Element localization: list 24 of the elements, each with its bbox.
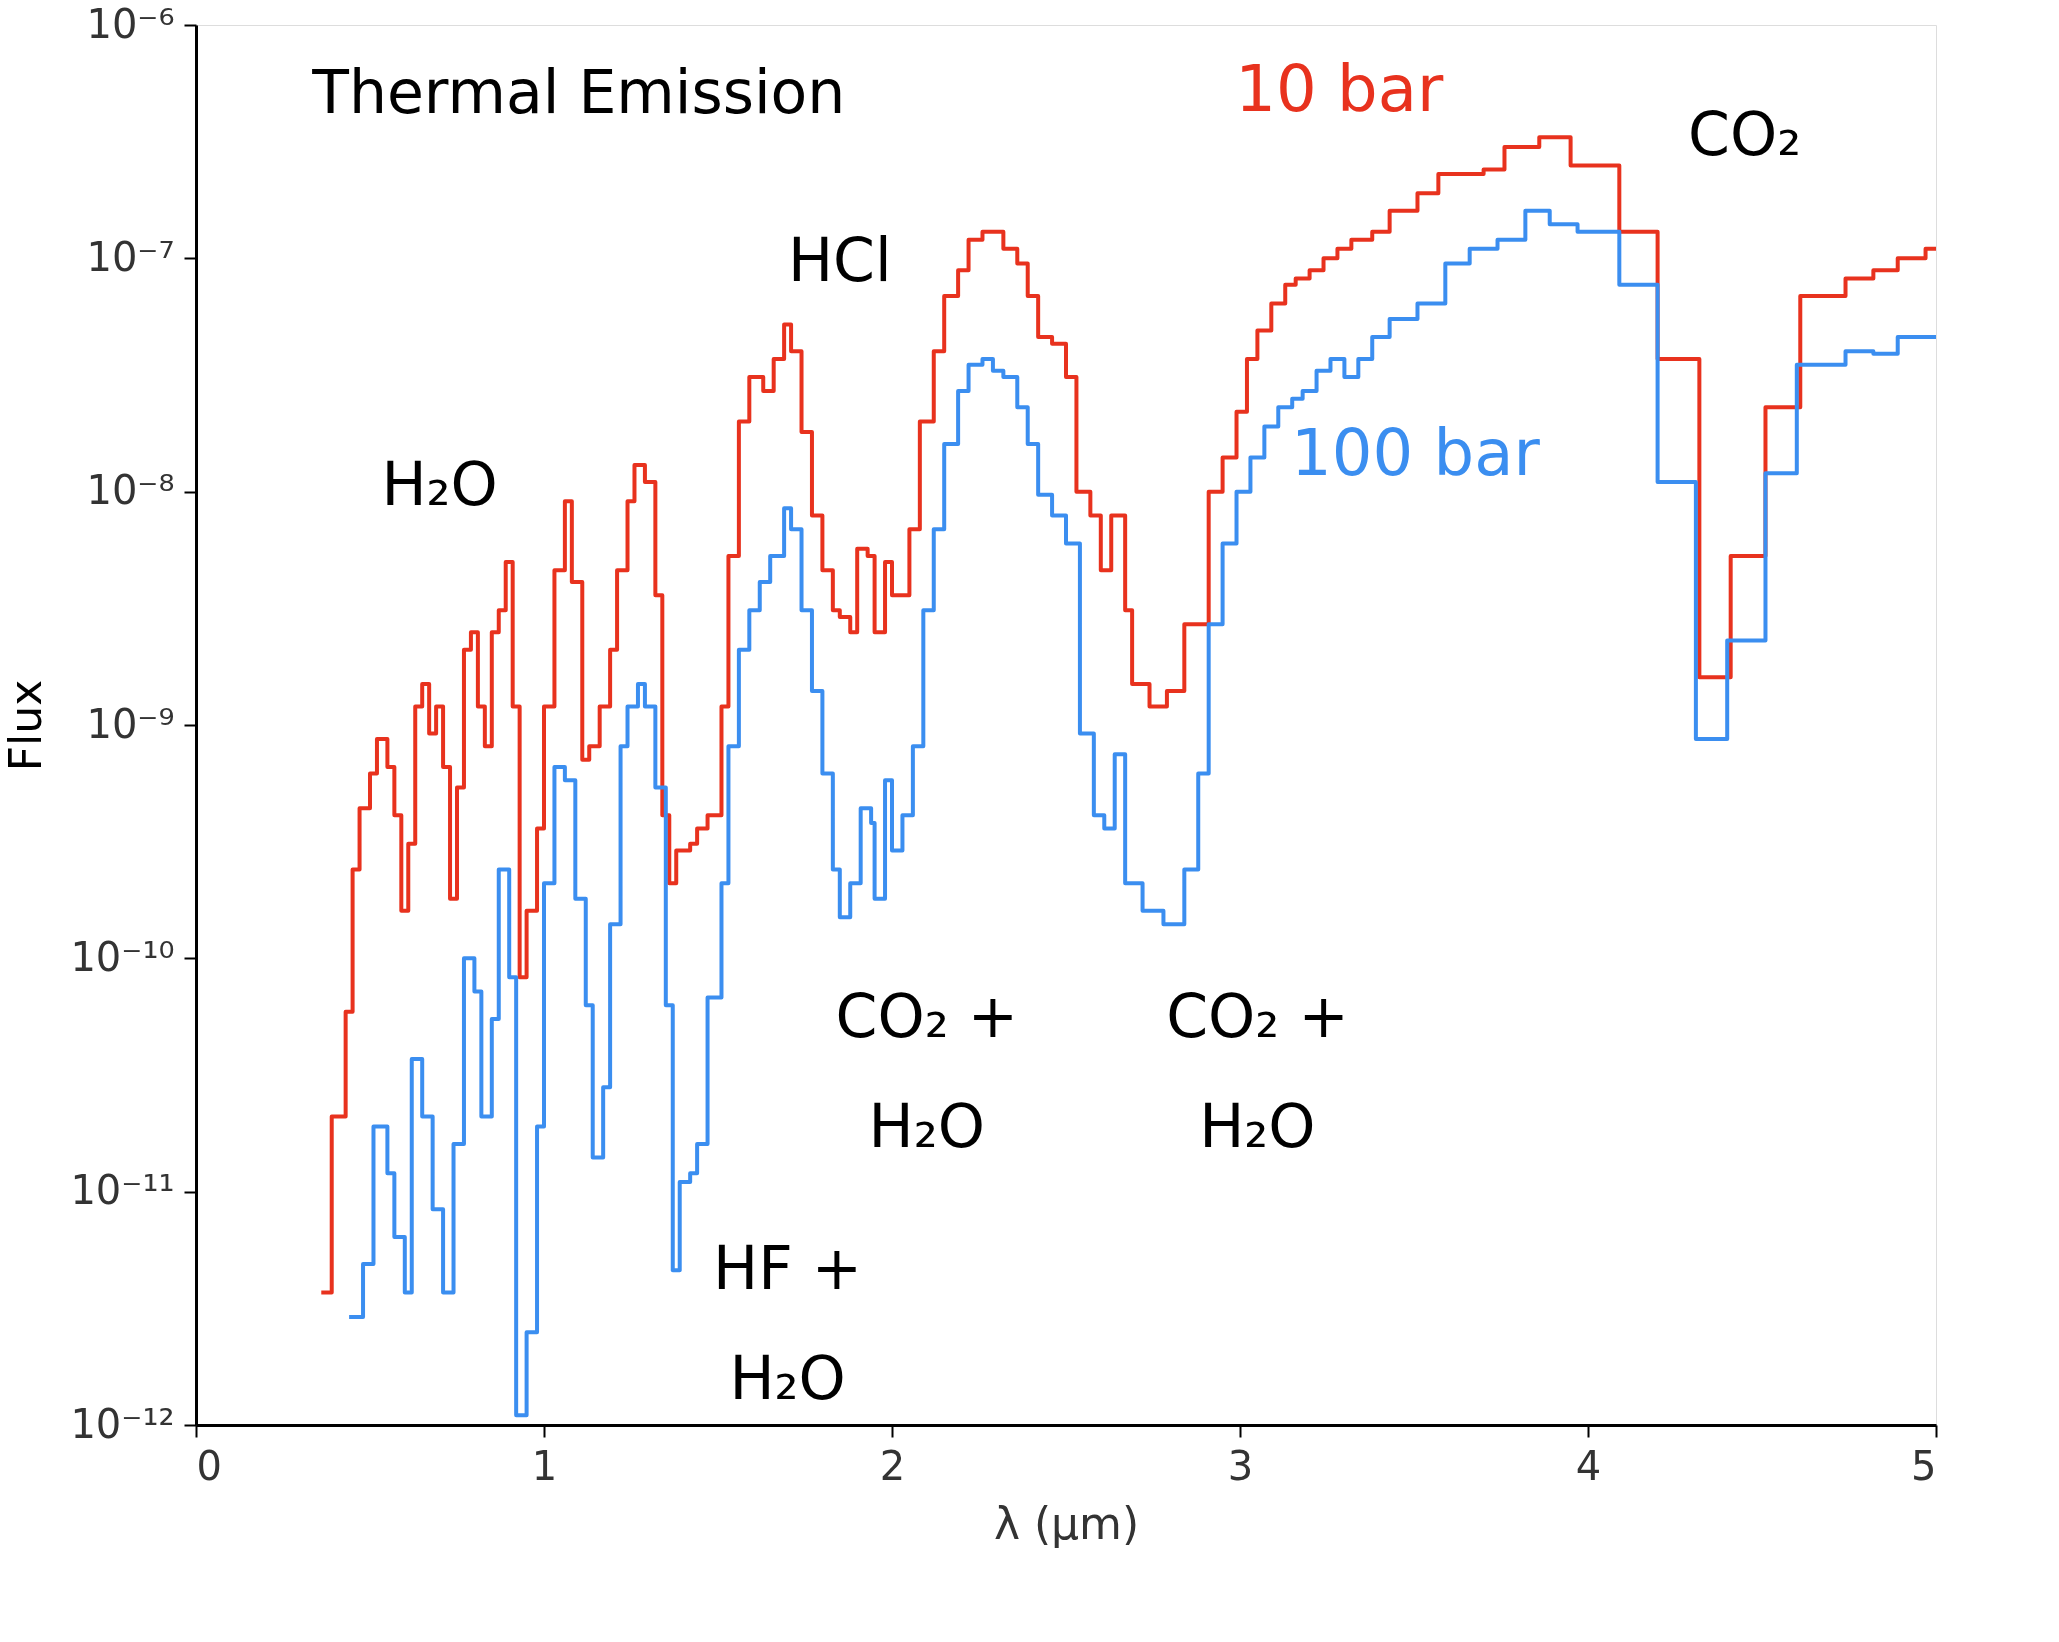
annotation: CO₂ + H₂O — [835, 981, 1019, 1161]
y-tick-label: 10⁻¹² — [70, 1400, 175, 1447]
x-tick-label: 2 — [879, 1442, 906, 1489]
x-axis-title: λ (μm) — [993, 1497, 1140, 1549]
y-tick-label: 10⁻⁷ — [86, 233, 175, 280]
y-tick-label: 10⁻⁸ — [86, 467, 175, 514]
annotation: Thermal Emission — [311, 57, 846, 127]
x-tick-label: 4 — [1575, 1442, 1602, 1489]
y-tick-label: 10⁻⁶ — [86, 0, 175, 47]
annotation: CO₂ — [1688, 99, 1802, 169]
x-tick-label: 0 — [196, 1442, 222, 1489]
x-tick-label: 1 — [531, 1442, 558, 1489]
x-tick-label: 3 — [1227, 1442, 1254, 1489]
y-tick-label: 10⁻¹⁰ — [70, 933, 175, 980]
y-tick-label: 10⁻¹¹ — [70, 1167, 175, 1214]
annotation: HF + H₂O — [713, 1233, 863, 1413]
x-tick-label: 5 — [1911, 1442, 1937, 1489]
annotation: HCl — [787, 225, 892, 295]
series-label: 10 bar — [1235, 52, 1444, 127]
annotation: CO₂ + H₂O — [1166, 981, 1349, 1161]
annotation: H₂O — [381, 449, 498, 519]
y-tick-label: 10⁻⁹ — [86, 700, 175, 747]
y-axis-title: Flux — [0, 679, 52, 772]
series-label: 100 bar — [1291, 415, 1541, 490]
